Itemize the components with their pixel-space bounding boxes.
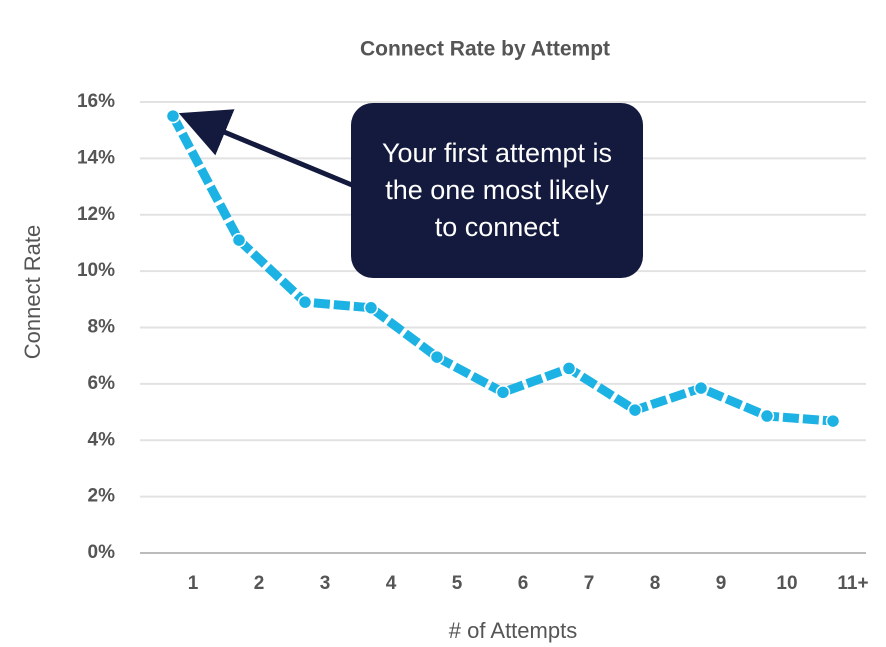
x-tick-label: 6	[518, 573, 529, 594]
x-tick-label: 7	[584, 573, 595, 594]
x-tick-label: 11+	[837, 573, 868, 594]
x-tick-label: 5	[452, 573, 463, 594]
data-point	[693, 380, 709, 396]
y-tick-label: 6%	[88, 373, 116, 394]
y-tick-label: 16%	[77, 91, 115, 112]
y-tick-label: 12%	[77, 204, 115, 225]
y-tick-label: 10%	[77, 260, 115, 281]
data-point	[561, 361, 577, 376]
y-tick-label: 8%	[88, 317, 116, 338]
x-tick-label: 10	[776, 573, 797, 594]
x-tick-label: 2	[254, 573, 265, 594]
y-axis-label: Connect Rate	[20, 225, 45, 360]
x-tick-label: 3	[320, 573, 331, 594]
y-tick-label: 0%	[88, 542, 116, 563]
x-tick-label: 9	[716, 573, 727, 594]
data-point	[165, 108, 181, 124]
y-tick-label: 14%	[77, 147, 115, 168]
data-point	[825, 413, 841, 429]
y-tick-label: 2%	[88, 486, 116, 507]
x-tick-label: 8	[650, 573, 661, 594]
annotation-arrow	[178, 109, 353, 188]
data-point	[495, 385, 511, 400]
data-point	[759, 408, 775, 424]
y-tick-label: 4%	[88, 429, 116, 450]
x-tick-label: 1	[188, 573, 199, 594]
x-tick-label: 4	[386, 573, 397, 594]
chart-title: Connect Rate by Attempt	[360, 38, 610, 61]
x-axis-label: # of Attempts	[449, 618, 577, 643]
annotation: Your first attempt is the one most likel…	[351, 103, 643, 278]
data-point	[363, 300, 379, 316]
data-point	[297, 294, 313, 310]
data-point	[627, 402, 643, 418]
data-point	[231, 232, 247, 248]
data-point	[429, 349, 445, 365]
